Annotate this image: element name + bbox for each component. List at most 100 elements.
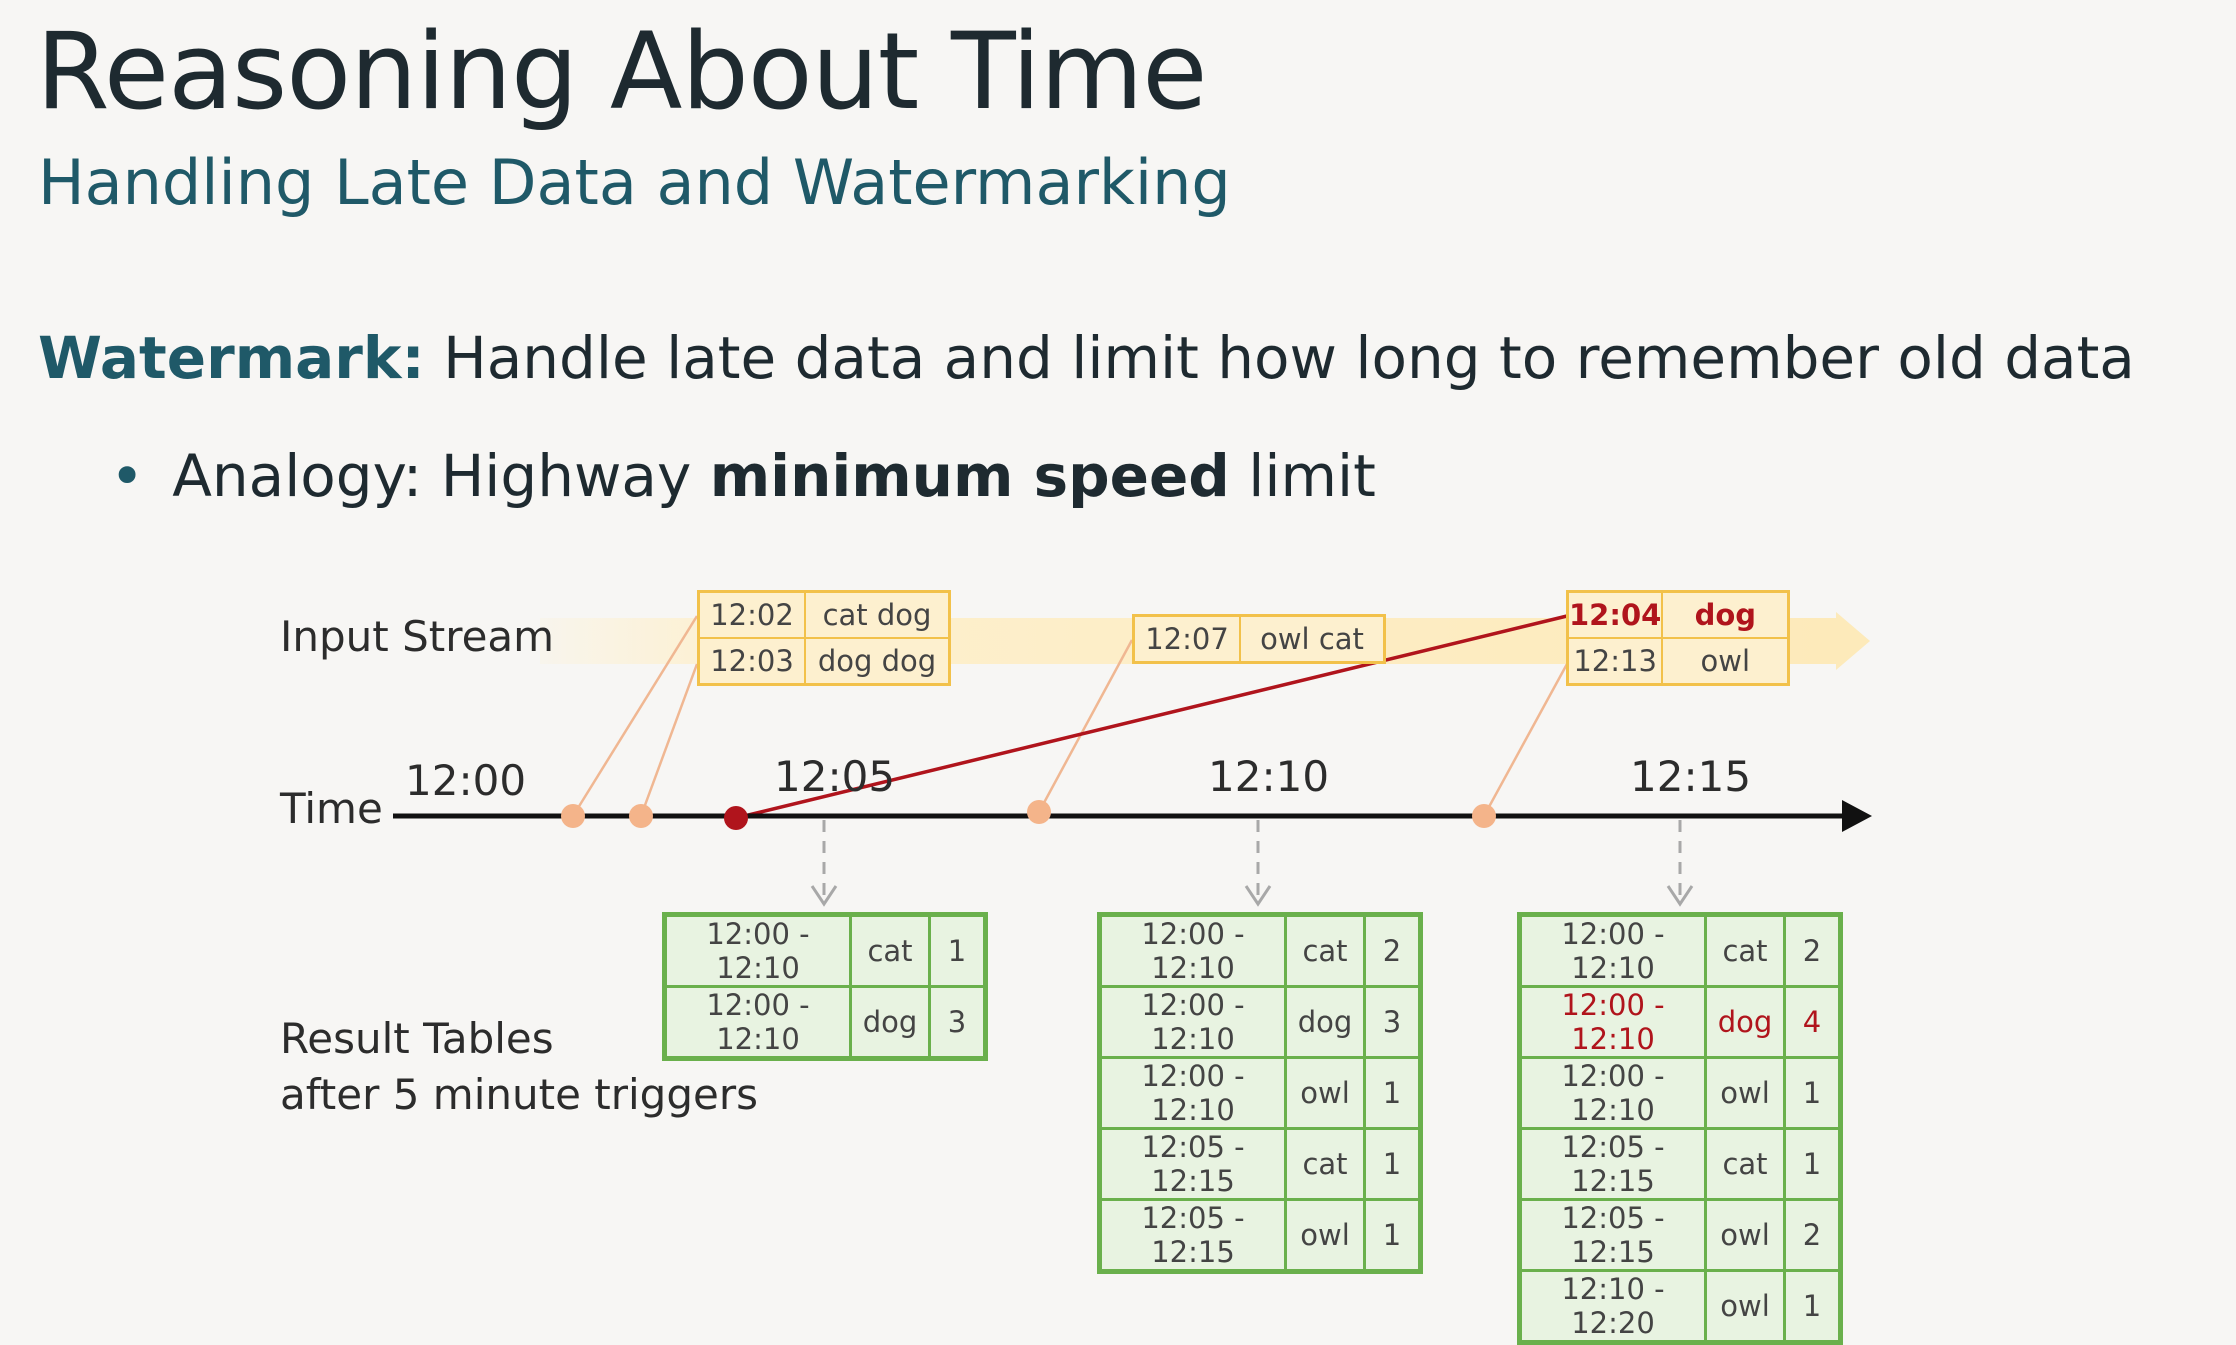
result-table-1210: 12:00 - 12:10 cat 2 12:00 - 12:10 dog 3 …	[1097, 912, 1423, 1274]
result-word: dog	[1284, 985, 1366, 1059]
result-tables-label: Result Tables	[280, 1014, 554, 1063]
result-window: 12:00 - 12:10	[1518, 985, 1707, 1059]
late-arrival-dot	[724, 806, 748, 830]
result-count: 4	[1783, 985, 1842, 1059]
arrival-line	[571, 615, 699, 817]
result-row: 12:00 - 12:10 cat 2	[1098, 913, 1422, 988]
event-time: 12:13	[1566, 637, 1664, 686]
result-count: 1	[1783, 1127, 1842, 1201]
time-tick-label: 12:00	[405, 756, 527, 805]
arrival-line	[639, 663, 699, 817]
result-row: 12:05 - 12:15 owl 2	[1518, 1198, 1842, 1272]
result-word: cat	[1284, 1127, 1366, 1201]
event-row: 12:03 dog dog	[697, 637, 951, 686]
result-window: 12:10 - 12:20	[1518, 1269, 1707, 1344]
event-batch: 12:07 owl cat	[1132, 614, 1386, 664]
page-title: Reasoning About Time	[36, 10, 1207, 133]
result-word: owl	[1284, 1198, 1366, 1273]
result-row: 12:00 - 12:10 owl 1	[1518, 1056, 1842, 1130]
arrival-line	[1482, 663, 1569, 817]
result-tables-sublabel: after 5 minute triggers	[280, 1070, 758, 1119]
trigger-arrowhead-icon	[1244, 885, 1272, 907]
result-word: cat	[1704, 913, 1786, 988]
input-stream-arrowhead	[1836, 612, 1870, 670]
input-stream-label: Input Stream	[280, 612, 555, 661]
watermark-text: Handle late data and limit how long to r…	[424, 324, 2135, 392]
time-axis-arrowhead	[1842, 800, 1872, 832]
analogy-bullet: • Analogy: Highway minimum speed limit	[110, 442, 1376, 510]
event-words: cat dog	[804, 590, 951, 639]
result-word: owl	[1704, 1269, 1786, 1344]
result-row: 12:00 - 12:10 cat 1	[663, 913, 987, 988]
result-row: 12:05 - 12:15 owl 1	[1098, 1198, 1422, 1273]
result-word: dog	[849, 985, 931, 1060]
result-count: 1	[1363, 1127, 1422, 1201]
event-words: dog dog	[804, 637, 951, 686]
result-row: 12:00 - 12:10 owl 1	[1098, 1056, 1422, 1130]
result-word: cat	[1284, 913, 1366, 988]
trigger-arrowhead-icon	[810, 885, 838, 907]
result-count: 1	[1783, 1269, 1842, 1344]
page-subtitle: Handling Late Data and Watermarking	[38, 146, 1231, 219]
result-row: 12:05 - 12:15 cat 1	[1518, 1127, 1842, 1201]
result-word: owl	[1704, 1056, 1786, 1130]
result-count: 1	[928, 913, 987, 988]
result-count: 2	[1783, 1198, 1842, 1272]
event-row: 12:13 owl	[1566, 637, 1790, 686]
event-time: 12:03	[697, 637, 806, 686]
late-arrival-line	[735, 614, 1568, 820]
trigger-arrowhead-icon	[1666, 885, 1694, 907]
result-count: 1	[1363, 1198, 1422, 1273]
event-row: 12:07 owl cat	[1132, 614, 1386, 664]
event-batch: 12:04 dog 12:13 owl	[1566, 590, 1791, 686]
result-count: 2	[1783, 913, 1842, 988]
time-label: Time	[280, 784, 383, 833]
arrival-dot	[629, 804, 653, 828]
result-row: 12:05 - 12:15 cat 1	[1098, 1127, 1422, 1201]
arrival-dot	[1027, 800, 1051, 824]
result-word: cat	[1704, 1127, 1786, 1201]
result-word: dog	[1704, 985, 1786, 1059]
time-tick-label: 12:05	[774, 752, 896, 801]
event-row: 12:04 dog	[1566, 590, 1790, 639]
arrival-dot	[1472, 804, 1496, 828]
result-word: owl	[1704, 1198, 1786, 1272]
result-word: owl	[1284, 1056, 1366, 1130]
result-count: 3	[1363, 985, 1422, 1059]
result-word: cat	[849, 913, 931, 988]
result-window: 12:00 - 12:10	[663, 913, 852, 988]
result-count: 3	[928, 985, 987, 1060]
result-table-1205: 12:00 - 12:10 cat 1 12:00 - 12:10 dog 3	[662, 912, 988, 1061]
result-count: 2	[1363, 913, 1422, 988]
bullet-dot-icon: •	[110, 442, 145, 510]
result-row: 12:10 - 12:20 owl 1	[1518, 1269, 1842, 1344]
result-window: 12:00 - 12:10	[1098, 913, 1287, 988]
result-window: 12:05 - 12:15	[1518, 1127, 1707, 1201]
time-tick-label: 12:10	[1208, 752, 1330, 801]
event-time: 12:02	[697, 590, 806, 639]
result-window: 12:05 - 12:15	[1098, 1198, 1287, 1273]
result-window: 12:00 - 12:10	[1518, 913, 1707, 988]
result-count: 1	[1783, 1056, 1842, 1130]
watermark-definition: Watermark: Handle late data and limit ho…	[38, 324, 2135, 392]
arrival-dot	[561, 804, 585, 828]
watermark-term: Watermark:	[38, 324, 425, 392]
result-row: 12:00 - 12:10 cat 2	[1518, 913, 1842, 988]
event-time: 12:07	[1132, 614, 1241, 664]
result-count: 1	[1363, 1056, 1422, 1130]
result-row: 12:00 - 12:10 dog 3	[663, 985, 987, 1060]
event-words: owl cat	[1239, 614, 1386, 664]
time-tick-label: 12:15	[1630, 752, 1752, 801]
arrival-line	[1037, 639, 1134, 813]
result-window: 12:00 - 12:10	[663, 985, 852, 1060]
result-window: 12:00 - 12:10	[1098, 985, 1287, 1059]
analogy-prefix: Analogy: Highway	[172, 442, 710, 510]
event-words: owl	[1661, 637, 1790, 686]
result-window: 12:05 - 12:15	[1518, 1198, 1707, 1272]
late-event-words: dog	[1661, 590, 1790, 639]
analogy-bold: minimum speed	[709, 442, 1230, 510]
analogy-suffix: limit	[1229, 442, 1376, 510]
result-row: 12:00 - 12:10 dog 3	[1098, 985, 1422, 1059]
result-window: 12:05 - 12:15	[1098, 1127, 1287, 1201]
result-window: 12:00 - 12:10	[1098, 1056, 1287, 1130]
